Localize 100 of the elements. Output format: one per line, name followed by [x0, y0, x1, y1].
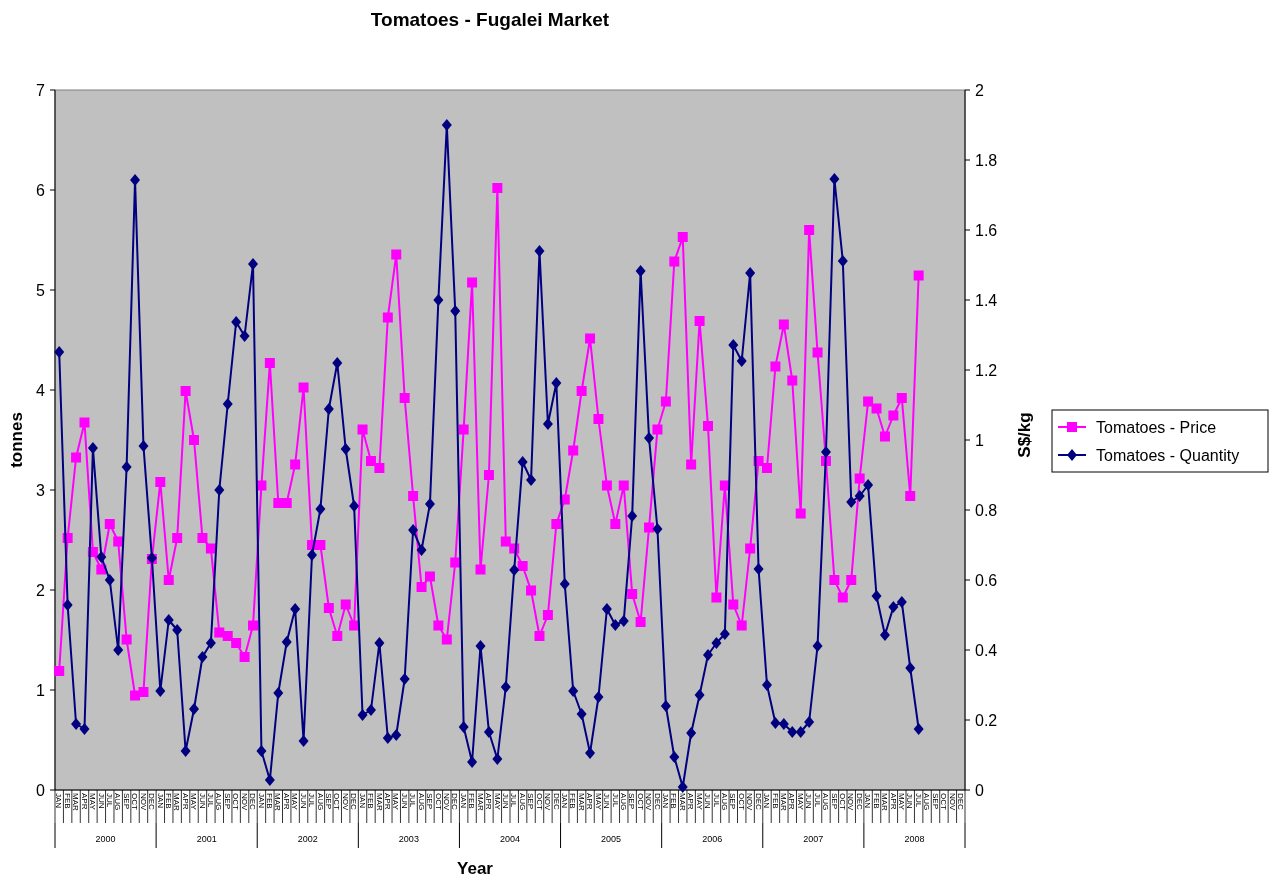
x-tick-label: SEP — [324, 793, 334, 810]
x-tick-label: DEC — [248, 793, 258, 811]
x-tick-label: APR — [383, 793, 393, 810]
x-tick-label: OCT — [838, 793, 848, 810]
x-tick-label: FEB — [669, 793, 679, 809]
x-tick-label: SEP — [829, 793, 839, 810]
x-tick-label: JAN — [458, 793, 468, 809]
x-tick-label: DEC — [753, 793, 763, 811]
x-tick-label: JUN — [500, 793, 510, 809]
x-tick-label: OCT — [635, 793, 645, 810]
x-tick-label: MAR — [677, 793, 687, 811]
x-tick-label: NOV — [543, 793, 553, 811]
x-tick-label: AUG — [720, 793, 730, 811]
y2-tick-label: 0.2 — [975, 711, 998, 729]
text: 2003 — [398, 834, 419, 844]
x-tick-label: OCT — [130, 793, 140, 810]
x-tick-label: OCT — [231, 793, 241, 810]
x-tick-label: JUN — [602, 793, 612, 809]
x-tick-label: JUN — [298, 793, 308, 809]
x-tick-label: MAY — [492, 793, 502, 811]
y-tick-label: 5 — [36, 281, 46, 299]
x-tick-label: JUL — [206, 793, 216, 808]
x-tick-label: MAR — [71, 793, 81, 811]
x-tick-label: OCT — [736, 793, 746, 810]
x-tick-label: FEB — [467, 793, 477, 809]
y2-axis-title: S$/kg — [1015, 412, 1034, 458]
x-tick-label: MAY — [593, 793, 603, 811]
text: 2005 — [601, 834, 622, 844]
x-tick-label: MAR — [273, 793, 283, 811]
text: 2001 — [196, 834, 217, 844]
y-axis-title: tonnes — [7, 412, 26, 468]
x-tick-label: AUG — [315, 793, 325, 811]
y-tick-label: 6 — [36, 181, 46, 199]
x-tick-label: JUN — [96, 793, 106, 809]
x-tick-label: APR — [180, 793, 190, 810]
x-tick-label: FEB — [62, 793, 72, 809]
text: 2000 — [95, 834, 116, 844]
x-tick-label: NOV — [442, 793, 452, 811]
x-tick-label: MAY — [189, 793, 199, 811]
x-tick-label: OCT — [939, 793, 949, 810]
chart-title: Tomatoes - Fugalei Market — [370, 9, 610, 30]
x-tick-label: MAY — [290, 793, 300, 811]
x-tick-label: APR — [686, 793, 696, 810]
x-tick-label: DEC — [652, 793, 662, 811]
y-tick-label: 7 — [36, 81, 46, 99]
y2-tick-label: 1.2 — [975, 361, 998, 379]
text: 2002 — [297, 834, 318, 844]
x-tick-label: AUG — [618, 793, 628, 811]
x-tick-label: JUL — [307, 793, 317, 808]
x-tick-label: DEC — [349, 793, 359, 811]
y2-tick-label: 1 — [975, 431, 984, 449]
x-tick-label: AUG — [416, 793, 426, 811]
x-tick-label: FEB — [366, 793, 376, 809]
x-tick-label: JUN — [399, 793, 409, 809]
x-tick-label: JUL — [711, 793, 721, 808]
x-tick-label: JAN — [762, 793, 772, 809]
x-tick-label: AUG — [214, 793, 224, 811]
x-tick-label: FEB — [770, 793, 780, 809]
text: 2006 — [702, 834, 723, 844]
x-tick-label: MAR — [374, 793, 384, 811]
x-tick-label: AUG — [922, 793, 932, 811]
y2-tick-label: 1.8 — [975, 151, 998, 169]
text: 2007 — [803, 834, 824, 844]
x-tick-label: SEP — [526, 793, 536, 810]
y2-tick-label: 1.6 — [975, 221, 998, 239]
x-tick-label: JUL — [104, 793, 114, 808]
x-tick-label: JUN — [905, 793, 915, 809]
x-tick-label: APR — [484, 793, 494, 810]
x-tick-label: JAN — [155, 793, 165, 809]
x-tick-label: MAY — [694, 793, 704, 811]
x-tick-label: APR — [79, 793, 89, 810]
x-tick-label: JUL — [812, 793, 822, 808]
x-tick-label: SEP — [627, 793, 637, 810]
x-tick-label: DEC — [955, 793, 965, 811]
x-tick-label: JUL — [913, 793, 923, 808]
x-tick-label: JUL — [408, 793, 418, 808]
x-tick-label: JAN — [256, 793, 266, 809]
x-tick-label: NOV — [239, 793, 249, 811]
x-tick-label: AUG — [821, 793, 831, 811]
x-tick-label: JUL — [610, 793, 620, 808]
text: 2008 — [904, 834, 925, 844]
y2-tick-label: 0 — [975, 781, 984, 799]
y-tick-label: 1 — [36, 681, 46, 699]
x-tick-label: FEB — [265, 793, 275, 809]
x-tick-label: JAN — [54, 793, 64, 809]
x-tick-label: APR — [888, 793, 898, 810]
x-tick-label: DEC — [551, 793, 561, 811]
x-tick-label: AUG — [113, 793, 123, 811]
x-tick-label: OCT — [433, 793, 443, 810]
x-tick-label: APR — [281, 793, 291, 810]
x-tick-label: OCT — [534, 793, 544, 810]
x-tick-label: MAR — [779, 793, 789, 811]
x-tick-label: FEB — [871, 793, 881, 809]
x-tick-label: DEC — [450, 793, 460, 811]
x-tick-label: JUN — [804, 793, 814, 809]
x-tick-label: MAR — [880, 793, 890, 811]
x-tick-label: SEP — [425, 793, 435, 810]
x-tick-label: JAN — [863, 793, 873, 809]
x-tick-label: AUG — [517, 793, 527, 811]
legend-label: Tomatoes - Quantity — [1096, 446, 1240, 464]
